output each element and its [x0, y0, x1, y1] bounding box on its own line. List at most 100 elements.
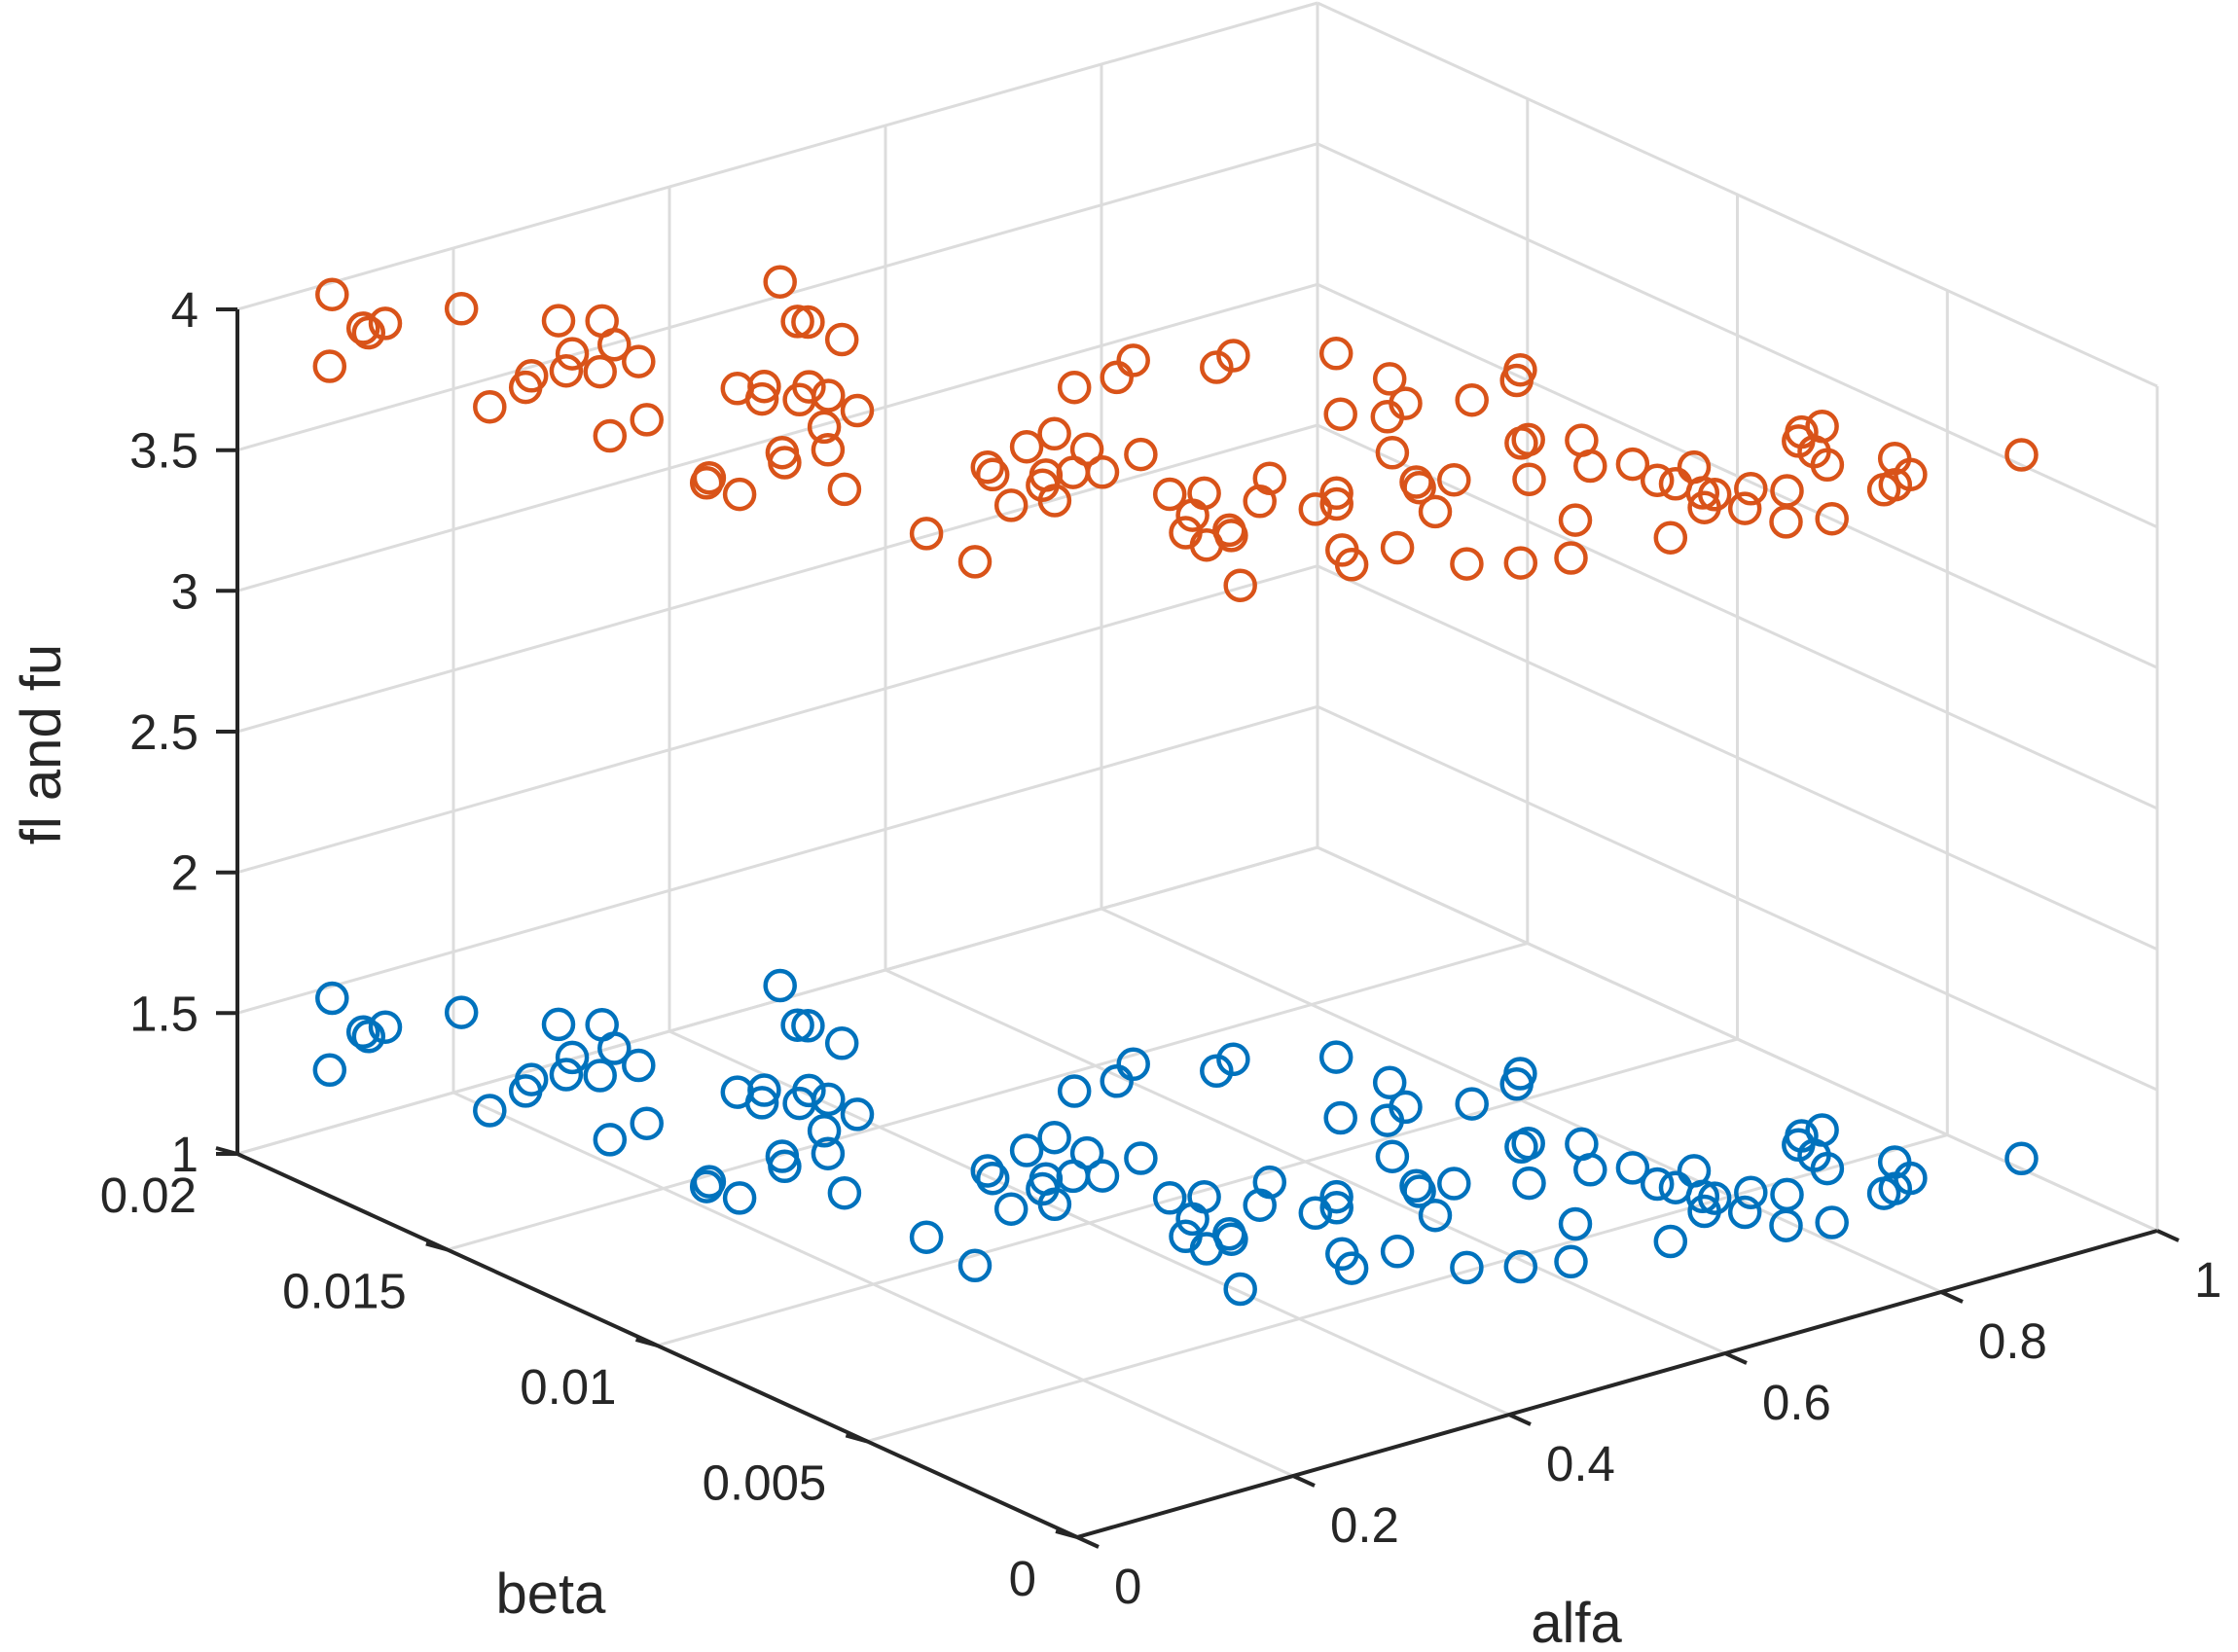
data-point-fu	[368, 306, 403, 341]
y-axis-label: beta	[496, 1562, 607, 1626]
tick-labels: 00.20.40.60.8100.0050.010.0150.0211.522.…	[100, 282, 2222, 1614]
data-point-fl	[345, 1015, 380, 1050]
data-point-fl	[1503, 1057, 1537, 1091]
y-tick-label: 0	[1009, 1551, 1036, 1606]
x-tick	[1508, 1413, 1532, 1426]
data-point-fl	[549, 1058, 584, 1092]
data-point-fl	[1810, 1151, 1845, 1186]
data-point-fl	[1372, 1065, 1407, 1099]
data-point-fl	[1056, 1159, 1091, 1194]
data-point-fl	[1770, 1177, 1804, 1212]
data-point-fu	[1200, 350, 1234, 384]
z-tick-label: 1	[171, 1127, 199, 1182]
data-point-fl	[315, 981, 349, 1016]
data-point-fu	[1437, 462, 1471, 497]
x-axis-label: alfa	[1531, 1592, 1622, 1652]
data-point-fu	[593, 418, 628, 453]
data-point-fl	[1252, 1165, 1287, 1200]
x-tick	[1724, 1351, 1748, 1365]
grid-line	[236, 704, 1318, 1015]
data-point-fu	[1009, 429, 1044, 464]
data-point-fu	[1116, 343, 1150, 377]
x-tick	[1076, 1535, 1100, 1549]
data-point-fu	[1640, 463, 1675, 497]
y-tick-label: 0.01	[520, 1359, 616, 1415]
data-point-fl	[1375, 1139, 1410, 1173]
data-point-fl	[1175, 1202, 1209, 1237]
grid-line	[1317, 1, 2158, 388]
data-point-fu	[622, 344, 656, 378]
data-point-fu	[1503, 352, 1537, 387]
data-point-fu	[1565, 423, 1599, 457]
data-point-fu	[1334, 548, 1369, 582]
data-point-fu	[630, 403, 664, 437]
grid-line	[657, 1037, 1738, 1347]
grid-line	[447, 942, 1529, 1251]
data-point-fl	[1450, 1250, 1484, 1285]
data-point-fl	[1389, 1090, 1423, 1125]
data-point-fl	[1437, 1167, 1471, 1201]
data-point-fu	[1810, 448, 1845, 483]
data-point-fu	[824, 322, 859, 357]
data-point-fu	[1298, 492, 1333, 526]
data-point-fl	[473, 1094, 507, 1128]
data-point-fl	[1653, 1224, 1688, 1259]
data-point-fu	[1878, 467, 1913, 502]
data-point-fu	[1216, 339, 1250, 373]
x-tick-label: 0.4	[1546, 1436, 1615, 1491]
y-tick	[1055, 1529, 1078, 1539]
data-point-fl	[1152, 1181, 1187, 1215]
data-point-fl	[1214, 1222, 1248, 1256]
data-point-fu	[1175, 498, 1209, 532]
data-point-fu	[1697, 478, 1732, 512]
data-point-fu	[1124, 437, 1158, 472]
grid-line	[1317, 142, 2158, 529]
data-point-fu	[1037, 416, 1071, 451]
data-point-fl	[1319, 1179, 1354, 1214]
data-point-fl	[1503, 1249, 1538, 1284]
data-point-fu	[763, 265, 797, 299]
data-point-fl	[747, 1073, 781, 1107]
data-point-fl	[1057, 1074, 1092, 1108]
data-point-fl	[1399, 1168, 1433, 1203]
data-point-fu	[555, 337, 590, 371]
data-point-fu	[1100, 360, 1134, 395]
data-point-fl	[975, 1161, 1010, 1196]
data-point-fu	[1372, 362, 1407, 396]
data-point-fl	[312, 1053, 347, 1088]
data-point-fl	[1512, 1166, 1546, 1201]
data-point-fu	[1223, 568, 1257, 602]
data-point-fl	[1640, 1167, 1675, 1202]
grid-line	[866, 1133, 1948, 1443]
data-point-fl	[2004, 1141, 2039, 1176]
data-point-fu	[1375, 436, 1410, 470]
data-point-fl	[555, 1040, 590, 1075]
x-axis-line	[1076, 1229, 2158, 1539]
data-point-fl	[1323, 1100, 1357, 1135]
data-point-fu	[1057, 370, 1092, 405]
data-point-fu	[1658, 467, 1693, 501]
data-point-fl	[351, 1020, 386, 1054]
data-point-fu	[1770, 474, 1804, 508]
data-point-fl	[1124, 1141, 1158, 1175]
grid-line	[1317, 704, 2158, 1092]
data-point-fu	[312, 349, 347, 383]
data-point-fl	[1334, 1251, 1369, 1285]
data-point-fu	[765, 435, 800, 470]
data-point-fu	[1323, 397, 1357, 431]
grid-line	[236, 423, 1318, 734]
data-point-fu	[1455, 382, 1489, 417]
data-point-fu	[1815, 501, 1849, 536]
data-point-fu	[747, 369, 781, 404]
data-point-fu	[975, 457, 1010, 492]
data-point-fl	[1116, 1047, 1150, 1082]
data-point-fu	[1152, 477, 1187, 512]
y-tick	[425, 1241, 449, 1252]
data-point-fu	[807, 410, 842, 445]
data-point-fl	[993, 1192, 1029, 1226]
data-point-fu	[1769, 505, 1803, 539]
data-point-fl	[744, 1086, 779, 1120]
y-tick	[845, 1433, 868, 1444]
data-point-fl	[1216, 1042, 1250, 1077]
